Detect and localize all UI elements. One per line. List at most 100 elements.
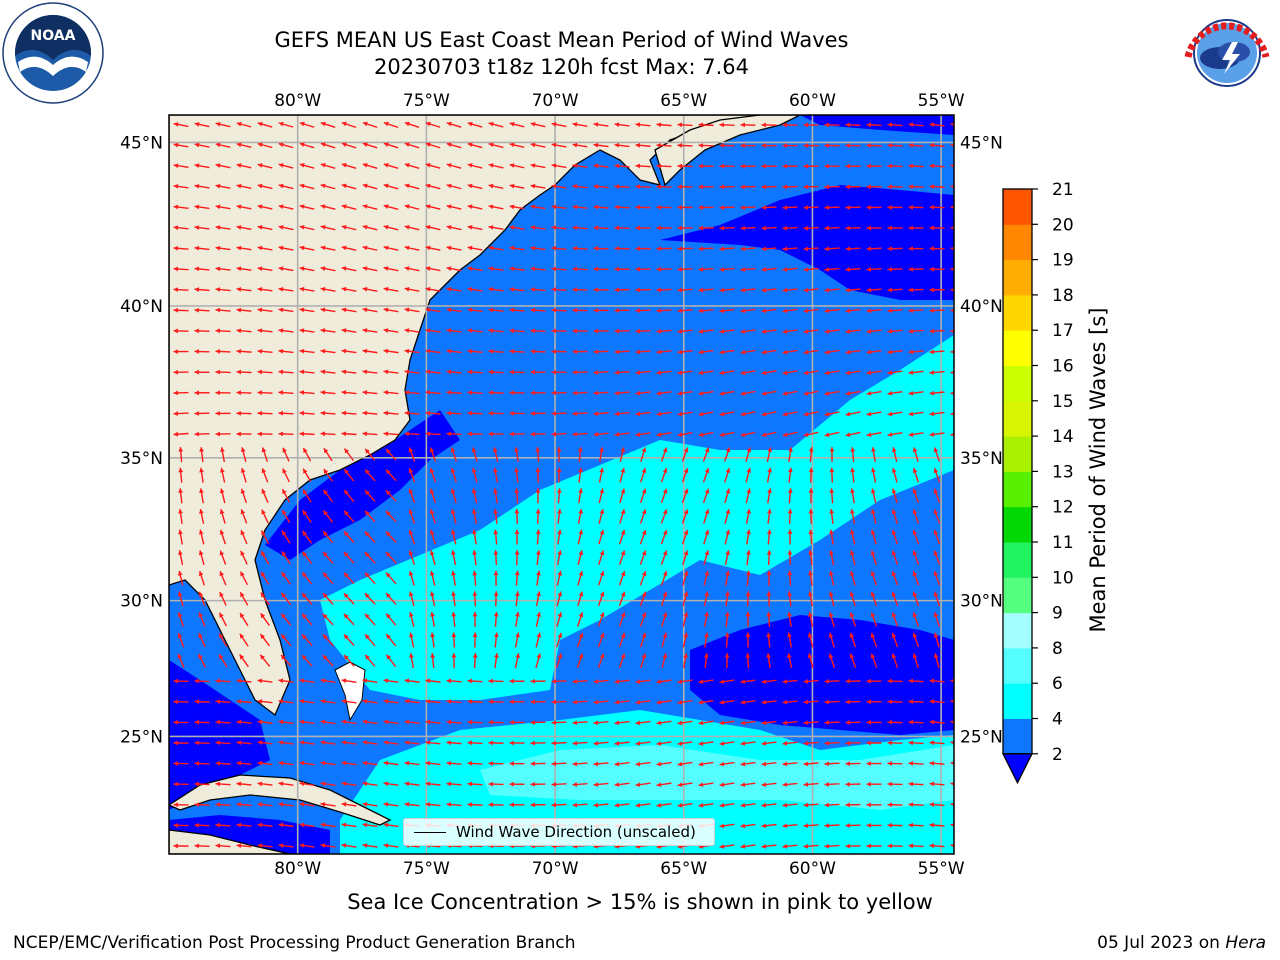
wave-arrow (530, 802, 546, 808)
wave-arrow (551, 204, 567, 210)
wave-arrow (908, 266, 924, 272)
wave-arrow (849, 612, 857, 627)
wave-arrow (299, 698, 315, 704)
wave-arrow (677, 782, 693, 788)
wave-arrow (824, 246, 840, 252)
colorbar-tick-label: 16 (1052, 357, 1074, 377)
wave-arrow (551, 163, 567, 169)
wave-arrow (425, 266, 441, 272)
wave-arrow (385, 613, 397, 626)
wave-arrow (808, 508, 814, 524)
wave-arrow (194, 122, 210, 128)
wave-arrow (807, 653, 814, 669)
wave-arrow (698, 741, 714, 746)
wave-arrow (614, 328, 630, 334)
wave-arrow (446, 760, 462, 766)
wave-arrow (425, 163, 441, 169)
wave-arrow (535, 591, 541, 607)
wave-arrow (698, 287, 714, 293)
wave-arrow (887, 246, 903, 252)
wave-arrow (912, 612, 920, 627)
wave-arrow (724, 488, 731, 504)
wave-arrow (514, 632, 520, 648)
wave-arrow (929, 349, 945, 355)
wave-arrow (278, 204, 294, 210)
wave-arrow (955, 571, 960, 585)
wave-arrow (467, 183, 483, 190)
wave-arrow (362, 410, 378, 416)
wave-arrow (488, 348, 504, 354)
wave-arrow (446, 699, 462, 704)
wave-arrow (702, 467, 710, 483)
wave-arrow (724, 611, 730, 627)
wave-arrow (509, 678, 525, 684)
wave-arrow (215, 183, 231, 189)
wave-arrow (215, 802, 231, 807)
wave-arrow (681, 467, 689, 483)
wave-arrow (593, 679, 609, 684)
wave-arrow (845, 184, 861, 190)
wave-arrow (494, 653, 499, 669)
wave-arrow (556, 632, 563, 648)
wave-arrow (955, 509, 961, 523)
wave-arrow (472, 570, 478, 586)
wave-arrow (257, 121, 273, 128)
wave-arrow (280, 633, 292, 647)
wave-arrow (194, 287, 210, 292)
wave-arrow (828, 632, 835, 648)
wave-arrow (572, 266, 588, 272)
wave-arrow (614, 679, 630, 684)
wave-arrow (488, 781, 504, 787)
wave-arrow (530, 328, 546, 334)
wave-arrow (740, 267, 756, 272)
map-frame (168, 114, 955, 855)
wave-arrow (383, 163, 399, 169)
wave-arrow (725, 570, 730, 586)
wave-arrow (301, 613, 313, 626)
wave-arrow (698, 143, 714, 148)
colorbar-segment (1003, 294, 1032, 331)
wave-arrow (677, 122, 693, 128)
wave-arrow (257, 699, 273, 704)
wave-arrow (551, 390, 567, 396)
wave-arrow (385, 510, 397, 523)
wave-arrow (787, 591, 793, 607)
wave-arrow (173, 122, 189, 128)
wave-arrow (173, 328, 189, 334)
wave-arrow (281, 571, 291, 585)
wave-arrow (320, 266, 336, 272)
wave-arrow (404, 266, 420, 272)
wave-arrow (343, 654, 355, 667)
wave-arrow (467, 369, 483, 375)
wave-arrow (572, 782, 588, 787)
wave-arrow (281, 551, 291, 565)
wave-arrow (364, 633, 376, 647)
wave-arrow (635, 204, 651, 210)
wave-arrow (488, 390, 504, 396)
wave-arrow (551, 369, 567, 375)
wave-arrow (803, 308, 819, 314)
wave-arrow (824, 267, 840, 272)
wave-arrow (341, 183, 357, 190)
wave-arrow (383, 142, 399, 149)
wave-arrow (761, 370, 777, 376)
wave-arrow (488, 740, 504, 746)
wave-arrow (933, 467, 941, 483)
wave-arrow (198, 612, 206, 627)
wave-arrow (887, 184, 903, 190)
wave-arrow (593, 184, 609, 189)
wave-arrow (824, 431, 840, 438)
wave-arrow (740, 802, 756, 808)
wave-arrow (472, 653, 478, 669)
wave-arrow (740, 411, 756, 417)
wave-arrow (301, 592, 313, 605)
wave-arrow (551, 328, 567, 334)
wave-arrow (194, 204, 210, 210)
wave-arrow (950, 287, 954, 292)
wave-arrow (618, 632, 626, 648)
wave-arrow (408, 570, 415, 586)
wave-arrow (808, 570, 813, 586)
wave-arrow (551, 720, 567, 725)
wave-arrow (323, 468, 333, 482)
wave-arrow (301, 654, 313, 667)
